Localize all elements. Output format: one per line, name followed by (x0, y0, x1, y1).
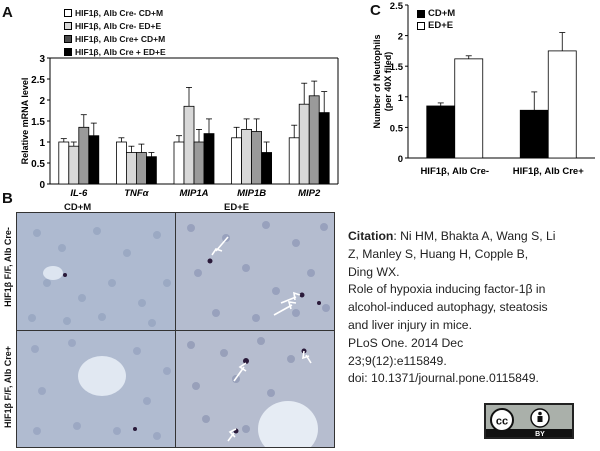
micrograph-image (176, 213, 334, 330)
bar (58, 141, 70, 185)
panel-label-c: C (370, 2, 381, 19)
bar (454, 58, 484, 159)
citation-line: Ding WX. (348, 264, 400, 279)
panel-label-a: A (2, 4, 13, 21)
bar (308, 95, 320, 185)
citation-line: PLoS One. 2014 Dec (348, 335, 464, 350)
y-axis-label: Number of Neutophils (372, 35, 382, 129)
legend-swatch (64, 48, 72, 56)
bar (318, 112, 330, 185)
bar (251, 131, 263, 185)
citation-line: Citation: Ni HM, Bhakta A, Wang S, Li (348, 229, 556, 243)
category-label: MIP2 (298, 188, 321, 199)
y-tick-label: 1.5 (390, 62, 404, 73)
legend-label: HIF1β, Alb Cre- ED+E (75, 21, 162, 31)
citation-label: Citation (348, 229, 394, 243)
row-label-cre-minus: HIF1β F/F, Alb Cre- (3, 227, 13, 307)
legend-label: HIF1β, Alb Cre- CD+M (75, 8, 164, 18)
panel-label-b: B (2, 190, 13, 207)
category-label: TNFα (124, 188, 149, 199)
category-label: IL-6 (70, 188, 88, 199)
legend-swatch (64, 35, 72, 43)
bar (288, 137, 300, 185)
legend-label: HIF1β, Alb Cre + ED+E (75, 47, 166, 57)
y-tick-label: 0 (39, 180, 45, 191)
legend-label: ED+E (428, 20, 454, 31)
y-tick-label: 1 (39, 138, 45, 149)
micrograph-image (176, 331, 334, 447)
citation-line: and liver injury in mice. (348, 317, 472, 332)
bar (519, 109, 549, 159)
y-axis-label: Relative mRNA level (20, 78, 30, 165)
bar (126, 152, 137, 185)
y-tick-label: 0 (398, 154, 403, 165)
citation-block: Citation: Ni HM, Bhakta A, Wang S, Li Z,… (348, 228, 598, 388)
legend-a-item: HIF1β, Alb Cre- ED+E (64, 21, 161, 31)
category-label: MIP1A (179, 188, 208, 199)
bar (426, 105, 456, 159)
legend-label: CD+M (428, 8, 456, 19)
category-label: MIP1B (237, 188, 266, 199)
y-tick-label: 0.5 (31, 159, 45, 170)
bar (88, 135, 100, 185)
legend-a-item: HIF1β, Alb Cre- CD+M (64, 8, 163, 18)
bar (145, 156, 157, 185)
legend-a-item: HIF1β, Alb Cre+ CD+M (64, 34, 165, 44)
micrograph-cre-minus-cdm (16, 212, 176, 331)
bar (173, 141, 185, 185)
micrograph-cre-minus-ede (175, 212, 335, 331)
legend-swatch (64, 9, 72, 17)
y-tick-label: 3 (39, 54, 45, 65)
citation-line: 23;9(12):e115849. (348, 353, 447, 368)
by-text: BY (535, 431, 545, 437)
legend-swatch (417, 9, 425, 18)
category-label: HIF1β, Alb Cre+ (513, 166, 584, 177)
citation-line: Z, Manley S, Huang H, Copple B, (348, 246, 529, 261)
bar (547, 50, 577, 159)
citation-line: doi: 10.1371/journal.pone.0115849. (348, 371, 539, 386)
legend-swatch (417, 21, 425, 30)
legend-c-item: ED+E (417, 20, 453, 31)
cc-text: cc (496, 416, 508, 428)
legend-c-item: CD+M (417, 8, 455, 19)
legend-a-item: HIF1β, Alb Cre + ED+E (64, 47, 166, 57)
y-tick-label: 2 (39, 96, 45, 107)
bar (68, 145, 80, 185)
bar (183, 105, 195, 185)
micrograph-image (17, 213, 175, 330)
y-tick-label: 2.5 (31, 75, 45, 86)
micrograph-cre-plus-cdm (16, 330, 176, 448)
bar (193, 141, 205, 185)
bar (261, 152, 273, 185)
bar (231, 137, 243, 185)
micrograph-cre-plus-ede (175, 330, 335, 448)
row-label-cre-plus: HIF1β F/F, Alb Cre+ (3, 346, 13, 428)
y-tick-label: 0.5 (390, 123, 404, 134)
micrograph-image (17, 331, 175, 447)
y-tick-label: 1 (398, 93, 404, 104)
y-tick-label: 2 (398, 32, 403, 43)
y-tick-label: 2.5 (390, 1, 404, 12)
cc-by-icon: cc BY (486, 408, 572, 438)
bar (241, 128, 253, 185)
legend-swatch (64, 22, 72, 30)
group-label-ede: ED+E (224, 202, 250, 213)
bar (78, 126, 90, 185)
y-axis-label: (per 40X filed) (383, 52, 393, 112)
chart-a: 0 0.5 1 1.5 2 2.5 3 Relative mRNA level IL-6 TNFα… (20, 54, 339, 199)
bar (135, 152, 147, 185)
citation-line: alcohol-induced autophagy, steatosis (348, 300, 548, 315)
chart-c: 0 0.5 1 1.5 2 2.5 Number of Neutophils (per 40X… (372, 1, 595, 177)
y-tick-label: 1.5 (31, 117, 45, 128)
bar (203, 133, 215, 185)
citation-line: Role of hypoxia inducing factor-1β in (348, 282, 546, 297)
cc-by-license-badge[interactable]: cc BY (484, 403, 574, 439)
legend-label: HIF1β, Alb Cre+ CD+M (75, 34, 166, 44)
group-label-cdm: CD+M (64, 202, 92, 213)
bar (298, 103, 310, 185)
category-label: HIF1β, Alb Cre- (420, 166, 489, 177)
bar (116, 141, 127, 185)
